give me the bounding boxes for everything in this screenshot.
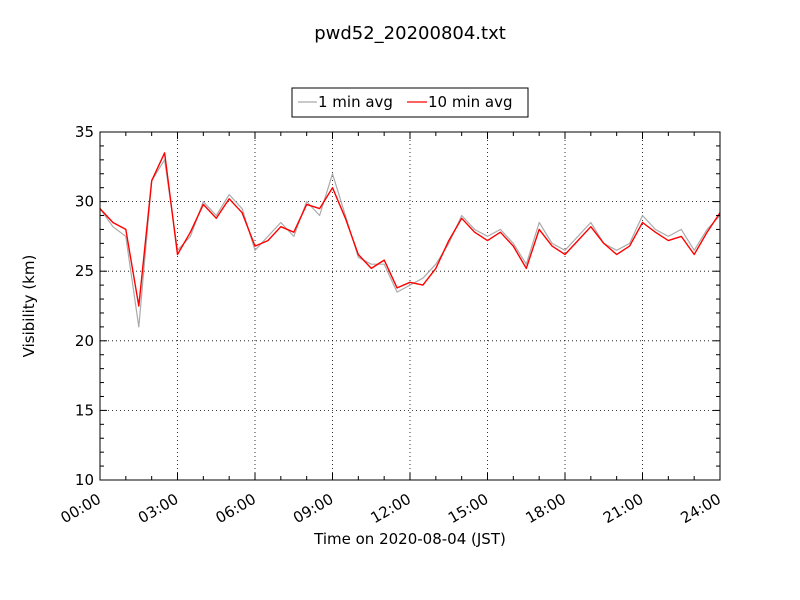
series-1min-group [100,159,720,328]
y-axis-label: Visibility (km) [20,255,38,358]
y-tick-label: 25 [75,262,94,280]
x-tick-label: 12:00 [368,490,414,527]
y-tick-label: 30 [75,193,94,211]
y-tick-label: 20 [75,332,94,350]
x-tick-label: 24:00 [678,490,724,527]
y-tick-label: 10 [75,471,94,489]
legend-label-1min: 1 min avg [318,93,393,111]
grid [100,132,720,480]
x-tick-label: 03:00 [135,490,181,527]
x-tick-label: 18:00 [523,490,569,527]
x-tick-label: 15:00 [445,490,491,527]
series-10min-line [100,152,720,307]
x-tick-label: 09:00 [290,490,336,527]
y-tick-label: 15 [75,401,94,419]
legend: 1 min avg 10 min avg [291,87,529,118]
series-10min-group [100,152,720,307]
x-tick-label: 00:00 [58,490,104,527]
x-axis-label: Time on 2020-08-04 (JST) [313,530,506,548]
x-tick-label: 06:00 [213,490,259,527]
x-tick-label: 21:00 [600,490,646,527]
y-tick-label: 35 [75,123,94,141]
chart-title: pwd52_20200804.txt [314,23,506,44]
ticks: 00:00 03:00 06:00 09:00 12:00 15:00 18:00 21:00… [58,123,724,527]
legend-label-10min: 10 min avg [428,93,513,111]
series-1min-line [100,159,720,328]
